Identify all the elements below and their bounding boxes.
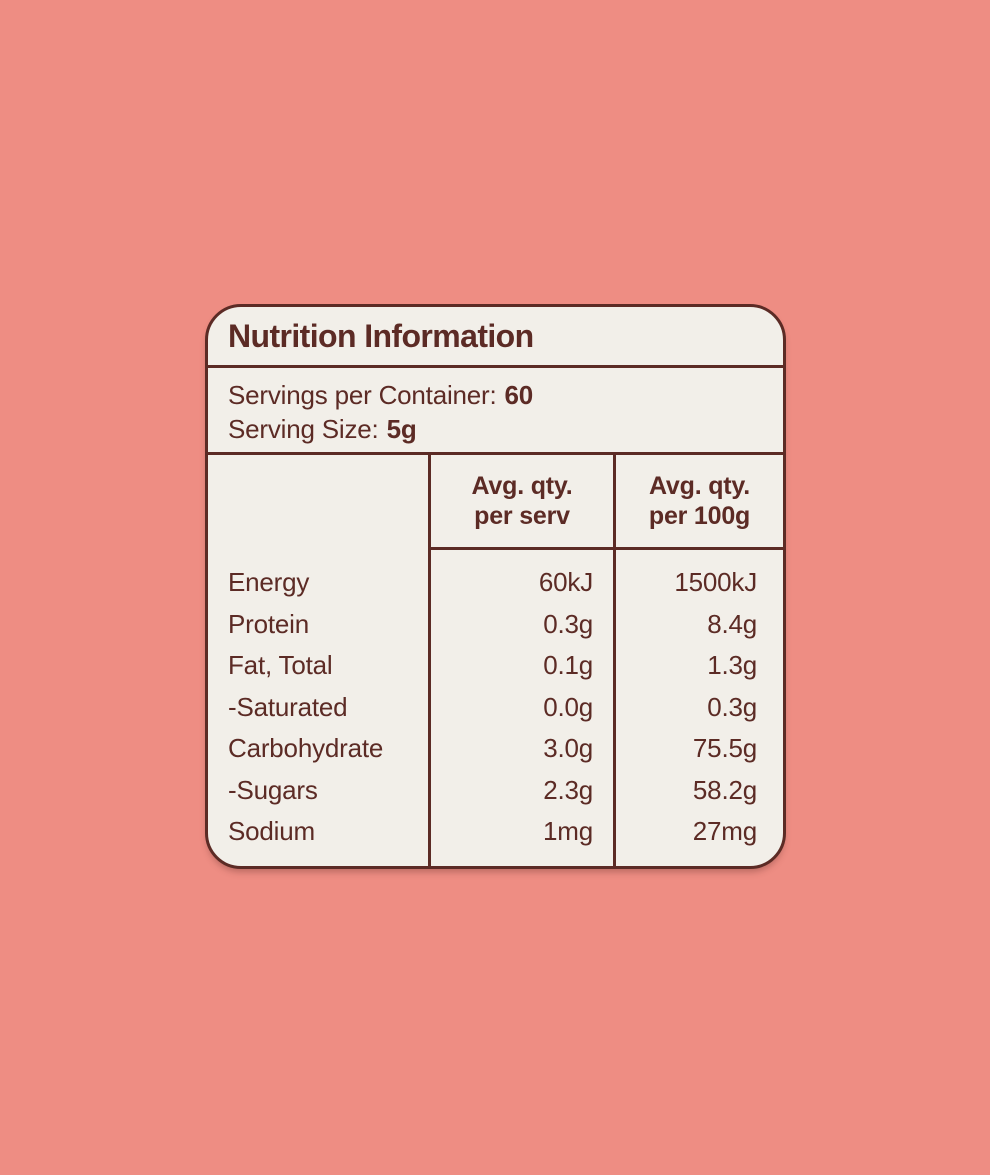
- nutrient-names: Energy Protein Fat, Total -Saturated Car…: [208, 550, 428, 866]
- sugars-per-serv: 2.3g: [543, 774, 593, 805]
- row-label-protein: Protein: [228, 608, 309, 639]
- panel-title-section: Nutrition Information: [208, 307, 783, 368]
- carbohydrate-per-100g: 75.5g: [692, 733, 757, 764]
- per-serv-header: Avg. qty. per serv: [431, 455, 613, 550]
- energy-per-100g: 1500kJ: [674, 567, 757, 598]
- energy-per-serv: 60kJ: [538, 567, 593, 598]
- servings-per-container-value: 60: [504, 379, 534, 410]
- per-100g-values: 1500kJ 8.4g 1.3g 0.3g 75.5g 58.2g 27mg: [616, 550, 783, 866]
- per-serv-header-line1: Avg. qty.: [471, 472, 573, 500]
- row-label-fat-total: Fat, Total: [228, 650, 333, 681]
- serving-size: Serving Size: 5g: [228, 412, 783, 446]
- serving-size-value: 5g: [386, 413, 417, 444]
- servings-per-container-label: Servings per Container:: [228, 379, 497, 410]
- per-100g-header-line1: Avg. qty.: [649, 472, 750, 500]
- row-label-energy: Energy: [228, 567, 310, 598]
- row-label-saturated: -Saturated: [228, 691, 348, 722]
- row-label-sugars: -Sugars: [228, 774, 318, 805]
- column-per-100g: Avg. qty. per 100g 1500kJ 8.4g 1.3g 0.3g…: [613, 455, 783, 866]
- column-nutrients: Energy Protein Fat, Total -Saturated Car…: [208, 455, 428, 866]
- protein-per-serv: 0.3g: [543, 608, 593, 639]
- row-label-carbohydrate: Carbohydrate: [228, 733, 384, 764]
- nutrition-table: Energy Protein Fat, Total -Saturated Car…: [208, 455, 783, 866]
- panel-title: Nutrition Information: [228, 317, 534, 354]
- per-serv-header-line2: per serv: [474, 502, 570, 530]
- column-per-serv: Avg. qty. per serv 60kJ 0.3g 0.1g 0.0g 3…: [428, 455, 613, 866]
- nutrients-header-spacer: [208, 455, 428, 550]
- servings-section: Servings per Container: 60 Serving Size: 5…: [208, 368, 783, 455]
- row-label-sodium: Sodium: [228, 816, 315, 847]
- sodium-per-serv: 1mg: [543, 816, 593, 847]
- saturated-per-100g: 0.3g: [707, 691, 757, 722]
- serving-size-label: Serving Size:: [228, 413, 379, 444]
- per-100g-header: Avg. qty. per 100g: [616, 455, 783, 550]
- protein-per-100g: 8.4g: [707, 608, 757, 639]
- sodium-per-100g: 27mg: [692, 816, 757, 847]
- sugars-per-100g: 58.2g: [692, 774, 757, 805]
- fat-total-per-100g: 1.3g: [707, 650, 757, 681]
- per-100g-header-line2: per 100g: [648, 502, 751, 530]
- carbohydrate-per-serv: 3.0g: [543, 733, 593, 764]
- fat-total-per-serv: 0.1g: [543, 650, 593, 681]
- nutrition-panel: Nutrition Information Servings per Conta…: [205, 304, 786, 869]
- saturated-per-serv: 0.0g: [543, 691, 593, 722]
- servings-per-container: Servings per Container: 60: [228, 378, 783, 412]
- per-serv-values: 60kJ 0.3g 0.1g 0.0g 3.0g 2.3g 1mg: [431, 550, 613, 866]
